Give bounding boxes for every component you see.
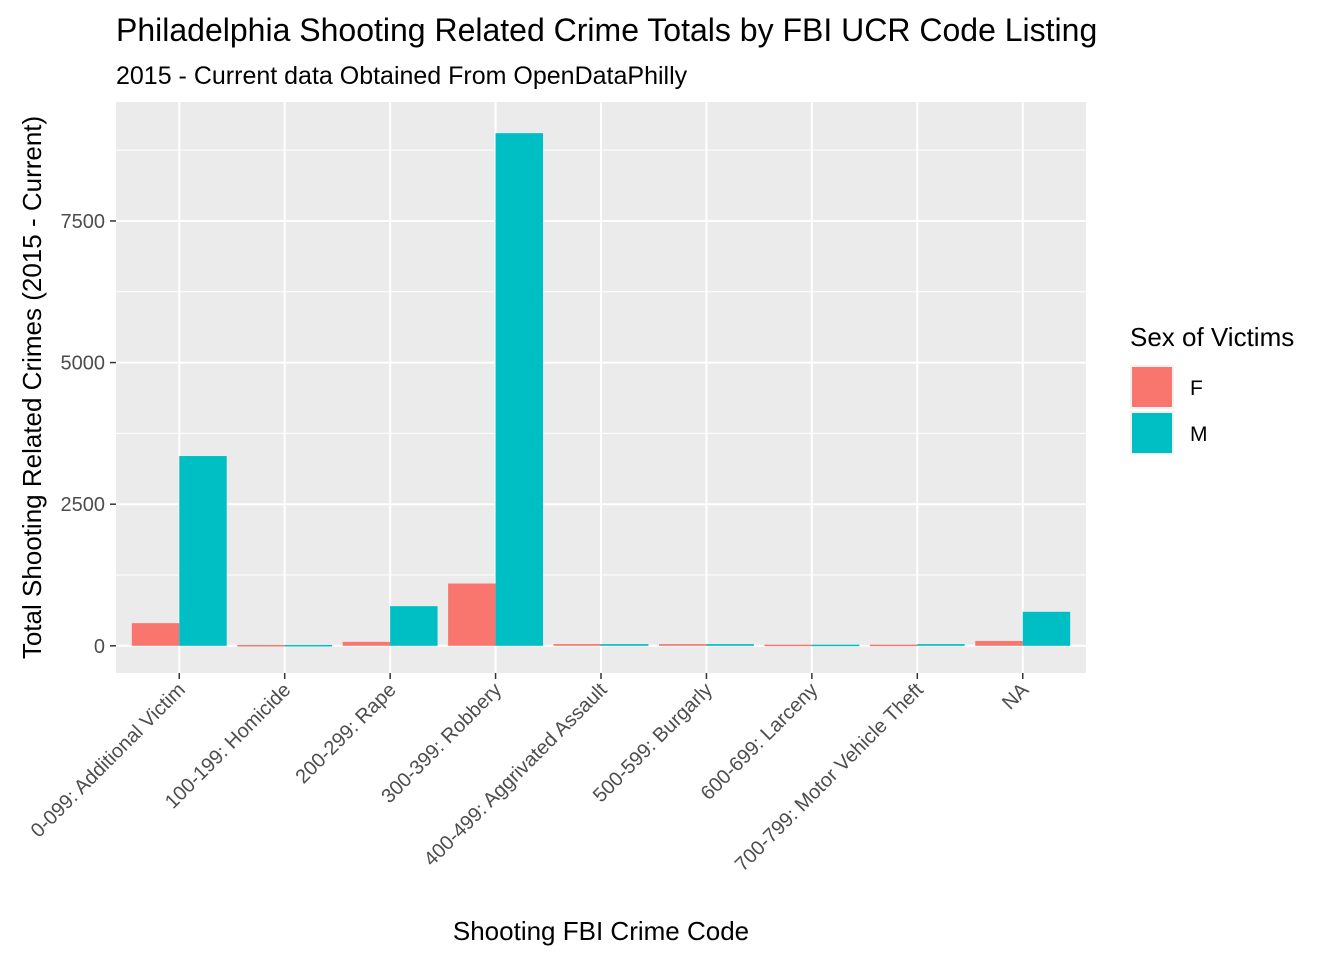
bar-F-3 xyxy=(448,583,496,646)
x-tick-label: 400-499: Aggrivated Assault xyxy=(420,679,612,871)
bar-F-7 xyxy=(869,644,918,647)
chart-subtitle: 2015 - Current data Obtained From OpenDa… xyxy=(116,62,688,90)
legend: Sex of Victims FM xyxy=(1130,322,1294,455)
bars xyxy=(131,133,1071,647)
y-tick-label: 2500 xyxy=(61,494,106,516)
bar-M-2 xyxy=(390,606,438,646)
legend-title: Sex of Victims xyxy=(1130,322,1294,352)
y-tick-label: 0 xyxy=(94,636,105,658)
x-axis-title: Shooting FBI Crime Code xyxy=(453,916,749,946)
bar-M-6 xyxy=(811,644,860,647)
bar-F-4 xyxy=(553,644,601,646)
x-tick-label: 0-099: Additional Victim xyxy=(27,679,190,842)
bar-F-2 xyxy=(342,641,391,646)
y-tick-label: 5000 xyxy=(61,353,106,375)
bar-M-7 xyxy=(917,644,965,646)
x-tick-label: 200-299: Rape xyxy=(292,679,401,788)
x-tick-label: NA xyxy=(998,679,1034,715)
bar-M-5 xyxy=(706,644,754,646)
legend-swatch-F xyxy=(1132,367,1172,407)
x-tick-label: 600-699: Larceny xyxy=(697,679,823,805)
bar-F-5 xyxy=(658,644,707,646)
bar-F-1 xyxy=(237,644,285,647)
legend-label-F: F xyxy=(1190,377,1203,400)
y-tick-label: 7500 xyxy=(61,211,106,233)
y-axis: 0 2500 5000 7500 xyxy=(61,211,116,658)
x-tick-label: 700-799: Motor Vehicle Theft xyxy=(731,679,928,876)
bar-F-6 xyxy=(764,644,812,647)
bar-M-3 xyxy=(495,133,544,646)
bar-M-0 xyxy=(179,456,227,646)
bar-F-8 xyxy=(975,640,1023,646)
bar-M-8 xyxy=(1022,611,1071,646)
grid-major xyxy=(116,102,1086,673)
bar-M-1 xyxy=(284,644,333,647)
bar-F-0 xyxy=(131,623,180,646)
bar-M-4 xyxy=(601,644,649,646)
legend-label-M: M xyxy=(1190,423,1208,446)
legend-swatch-M xyxy=(1132,413,1172,453)
chart-title: Philadelphia Shooting Related Crime Tota… xyxy=(116,12,1097,48)
y-axis-title: Total Shooting Related Crimes (2015 - Cu… xyxy=(17,116,47,659)
